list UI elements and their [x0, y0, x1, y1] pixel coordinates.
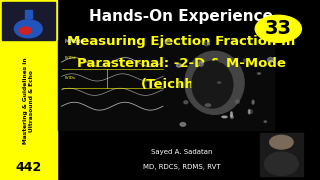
Ellipse shape [204, 42, 209, 46]
Ellipse shape [249, 110, 252, 113]
Ellipse shape [268, 57, 273, 62]
Ellipse shape [236, 100, 239, 103]
Text: MD, RDCS, RDMS, RVT: MD, RDCS, RDMS, RVT [143, 163, 220, 170]
Text: Sayed A. Sadatan: Sayed A. Sadatan [151, 149, 212, 155]
Ellipse shape [192, 61, 233, 108]
Text: LVIDs: LVIDs [65, 76, 76, 80]
Ellipse shape [205, 104, 211, 107]
Text: Mastering & Guidelines in
Ultrasound & Echo: Mastering & Guidelines in Ultrasound & E… [23, 57, 34, 144]
Circle shape [270, 135, 293, 149]
Ellipse shape [178, 83, 180, 87]
Ellipse shape [184, 101, 188, 104]
Text: Measuring Ejection Fraction In: Measuring Ejection Fraction In [67, 35, 296, 48]
Ellipse shape [248, 109, 250, 114]
Bar [0, 0, 57, 180]
Bar [25, 10, 32, 18]
Text: 33: 33 [265, 19, 292, 38]
Ellipse shape [14, 20, 42, 38]
Ellipse shape [258, 73, 260, 74]
Bar [166, 40, 274, 130]
Ellipse shape [230, 112, 232, 117]
Ellipse shape [199, 62, 203, 66]
Ellipse shape [222, 116, 227, 118]
Bar [260, 133, 303, 176]
Text: 442: 442 [15, 161, 41, 174]
Text: Hands-On Experience: Hands-On Experience [90, 9, 274, 24]
Text: LVIDd: LVIDd [65, 56, 76, 60]
Ellipse shape [265, 152, 298, 176]
Ellipse shape [166, 41, 171, 43]
Text: Parasternal: -2-D & M-Mode: Parasternal: -2-D & M-Mode [77, 57, 286, 69]
Circle shape [255, 15, 301, 42]
Ellipse shape [218, 82, 221, 83]
Ellipse shape [264, 121, 267, 122]
Ellipse shape [244, 59, 245, 62]
Text: M-Mode: M-Mode [65, 39, 84, 44]
Ellipse shape [185, 51, 244, 114]
Bar [2, 2, 55, 40]
Ellipse shape [252, 100, 254, 104]
Ellipse shape [230, 116, 233, 118]
Bar [59, 40, 166, 130]
Ellipse shape [19, 27, 31, 34]
Ellipse shape [180, 123, 186, 126]
Ellipse shape [176, 64, 181, 67]
Text: (Teichholz): (Teichholz) [141, 78, 222, 91]
